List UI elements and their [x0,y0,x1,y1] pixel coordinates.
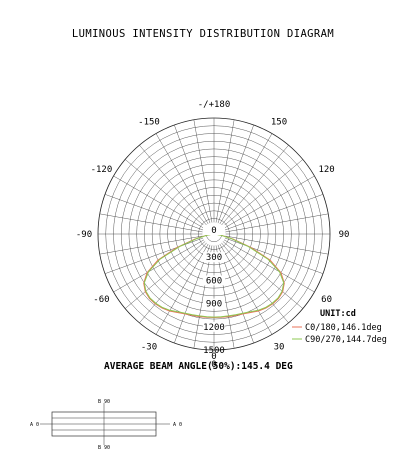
chart-title: LUMINOUS INTENSITY DISTRIBUTION DIAGRAM [72,28,334,40]
grid-spoke [222,159,304,227]
radial-label-bg [203,298,225,309]
grid-spoke [124,159,206,227]
grid-spoke [222,241,304,309]
grid-spoke [104,194,204,231]
grid-spoke [193,119,213,223]
angle-label: 60 [321,295,332,305]
diagram-top-label: B 90 [98,399,110,405]
grid-spoke [221,242,289,324]
grid-spoke [139,144,207,226]
angle-label: 90 [339,230,350,240]
angle-label: -150 [138,117,160,127]
grid-spoke [219,133,273,225]
grid-spoke [124,241,206,309]
angle-label-bottom: 0 [211,352,216,362]
grid-spoke [225,235,329,255]
radial-label-bg [203,275,225,286]
series-layer [143,233,285,319]
angle-label: -120 [91,165,113,175]
diagram-bottom-label: B 90 [98,445,110,451]
grid-spoke [219,243,273,335]
grid-spoke [174,124,211,224]
radial-tick-label: 1500 [203,346,225,356]
grid-spoke [193,245,213,349]
grid-spoke [217,124,254,224]
grid-spoke [224,194,324,231]
radial-tick-label: 600 [206,276,222,286]
grid-spoke [139,242,207,324]
grid-spoke [104,237,204,274]
grid-spoke [224,237,324,274]
radial-tick-label: 900 [206,300,222,310]
angle-label: -30 [141,343,157,353]
orientation-diagram: A 0 A 0 B 90 B 90 [30,399,182,451]
angle-label: -/+180 [198,100,231,110]
grid-spoke [99,235,203,255]
grid-spoke [223,175,315,229]
unit-label: UNIT:cd [320,309,356,319]
angle-label: 30 [274,343,285,353]
grid-spoke [99,213,203,233]
radial-tick-label: 1200 [203,323,225,333]
angle-label: -60 [93,295,109,305]
grid-spoke [155,133,209,225]
series-curve-c90 [143,233,285,318]
legend-label-c90: C90/270,144.7deg [305,335,387,345]
grid-spoke [223,239,315,293]
grid-spoke [155,243,209,335]
radial-tick-label: 300 [206,253,222,263]
polar-grid [97,117,331,351]
angle-label: 120 [318,165,334,175]
radial-tick-label: 0 [211,226,216,236]
grid-spoke [113,239,205,293]
angle-label: 150 [271,117,287,127]
angle-label: -90 [76,230,92,240]
grid-spoke [113,175,205,229]
radial-label-bg [203,252,225,263]
angle-label: 0 [211,360,216,370]
radial-label-bg [203,321,225,332]
grid-spoke [225,213,329,233]
grid-spoke [221,144,289,226]
legend: C0/180,146.1deg C90/270,144.7deg [292,323,387,345]
radial-label-bg [203,225,225,235]
diagram-right-label: A 0 [173,422,182,428]
grid-spoke [215,245,235,349]
beam-angle-text: AVERAGE BEAM ANGLE(50%):145.4 DEG [104,361,293,372]
grid-spoke [215,119,235,223]
diagram-left-label: A 0 [30,422,39,428]
legend-label-c0: C0/180,146.1deg [305,323,382,333]
